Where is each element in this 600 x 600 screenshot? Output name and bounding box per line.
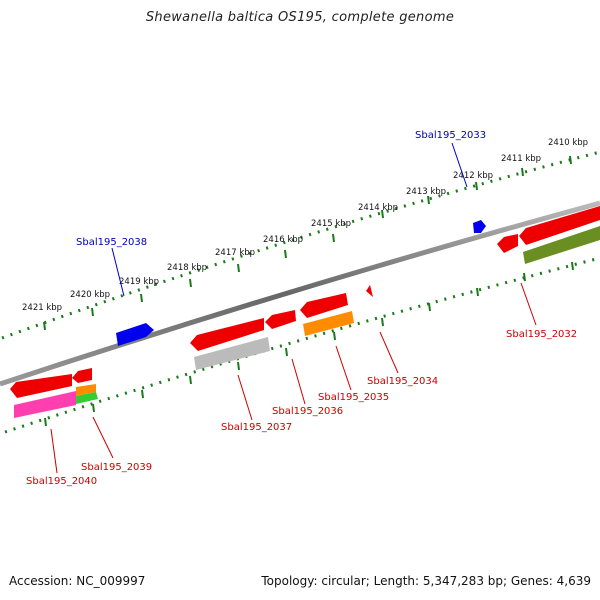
gene-label[interactable]: Sbal195_2035	[318, 392, 389, 403]
major-tick	[427, 195, 430, 205]
gene-label[interactable]: Sbal195_2037	[221, 422, 292, 433]
gene-arrow-reverse[interactable]	[366, 285, 373, 297]
feature-bar[interactable]	[523, 226, 600, 264]
feature-bar[interactable]	[194, 337, 270, 370]
major-tick	[92, 403, 95, 413]
genome-summary-text: Topology: circular; Length: 5,347,283 bp…	[261, 574, 591, 588]
leader-line	[335, 345, 352, 391]
major-tick	[475, 181, 478, 191]
leader-line	[520, 282, 537, 326]
leader-line	[92, 416, 114, 459]
major-tick	[189, 375, 192, 385]
major-tick	[285, 347, 288, 357]
leader-line	[50, 428, 58, 474]
leader-line	[379, 331, 399, 374]
major-tick	[43, 321, 46, 331]
gene-arrow-reverse[interactable]	[300, 293, 348, 318]
genome-backbone	[0, 200, 600, 387]
tick-label: 2421 kbp	[22, 303, 62, 313]
major-tick	[428, 302, 431, 312]
gene-label[interactable]: Sbal195_2038	[76, 237, 147, 248]
tick-label: 2412 kbp	[453, 171, 493, 181]
major-tick	[333, 331, 336, 341]
tick-label: 2420 kbp	[70, 290, 110, 300]
major-tick	[332, 233, 335, 243]
tick-label: 2417 kbp	[215, 248, 255, 258]
tick-label: 2411 kbp	[501, 154, 541, 164]
tick-labels: 2410 kbp 2411 kbp 2412 kbp 2413 kbp 2414…	[22, 138, 588, 313]
feature-bar[interactable]	[303, 311, 354, 336]
label-leaders	[50, 142, 537, 474]
major-tick	[476, 287, 479, 297]
tick-label: 2413 kbp	[406, 187, 446, 197]
gene-arrow-reverse[interactable]	[265, 310, 296, 329]
major-tick	[237, 361, 240, 371]
major-tick	[189, 278, 192, 288]
gene-arrow-forward[interactable]	[473, 220, 486, 233]
genome-title: Shewanella baltica OS195, complete genom…	[145, 10, 455, 25]
tick-label: 2410 kbp	[548, 138, 588, 148]
leader-line	[451, 142, 468, 188]
major-tick	[284, 249, 287, 259]
tick-label: 2418 kbp	[167, 263, 207, 273]
tick-label: 2416 kbp	[263, 235, 303, 245]
gene-label[interactable]: Sbal195_2036	[272, 406, 343, 417]
major-tick	[571, 261, 574, 271]
major-tick	[381, 317, 384, 327]
leader-line	[111, 247, 125, 297]
major-tick	[44, 417, 47, 427]
gene-arrow-reverse[interactable]	[519, 206, 600, 245]
gene-label[interactable]: Sbal195_2039	[81, 462, 152, 473]
major-tick	[523, 272, 526, 282]
tick-label: 2415 kbp	[311, 219, 351, 229]
gene-arrow-reverse[interactable]	[497, 234, 518, 253]
gene-label[interactable]: Sbal195_2040	[26, 476, 97, 487]
accession-text: Accession: NC_009997	[9, 574, 146, 588]
feature-bar[interactable]	[14, 391, 76, 418]
major-tick	[141, 389, 144, 399]
gene-label[interactable]: Sbal195_2032	[506, 329, 577, 340]
gene-arrow-reverse[interactable]	[72, 368, 92, 383]
major-ticks	[43, 155, 572, 331]
major-tick	[91, 307, 94, 317]
gene-label[interactable]: Sbal195_2034	[367, 376, 438, 387]
major-tick	[569, 155, 572, 165]
major-tick	[381, 209, 384, 219]
gene-arrow-forward[interactable]	[116, 323, 154, 346]
feature-bar[interactable]	[76, 392, 98, 404]
major-tick	[237, 263, 240, 273]
major-tick	[521, 167, 524, 177]
gene-label[interactable]: Sbal195_2033	[415, 130, 486, 141]
reverse-major-ticks	[44, 261, 574, 427]
major-tick	[140, 293, 143, 303]
gene-arrow-reverse[interactable]	[190, 318, 264, 351]
leader-line	[291, 358, 306, 405]
tick-label: 2414 kbp	[358, 203, 398, 213]
gene-arrow-reverse[interactable]	[10, 374, 72, 398]
tick-label: 2419 kbp	[119, 277, 159, 287]
leader-line	[237, 374, 253, 421]
